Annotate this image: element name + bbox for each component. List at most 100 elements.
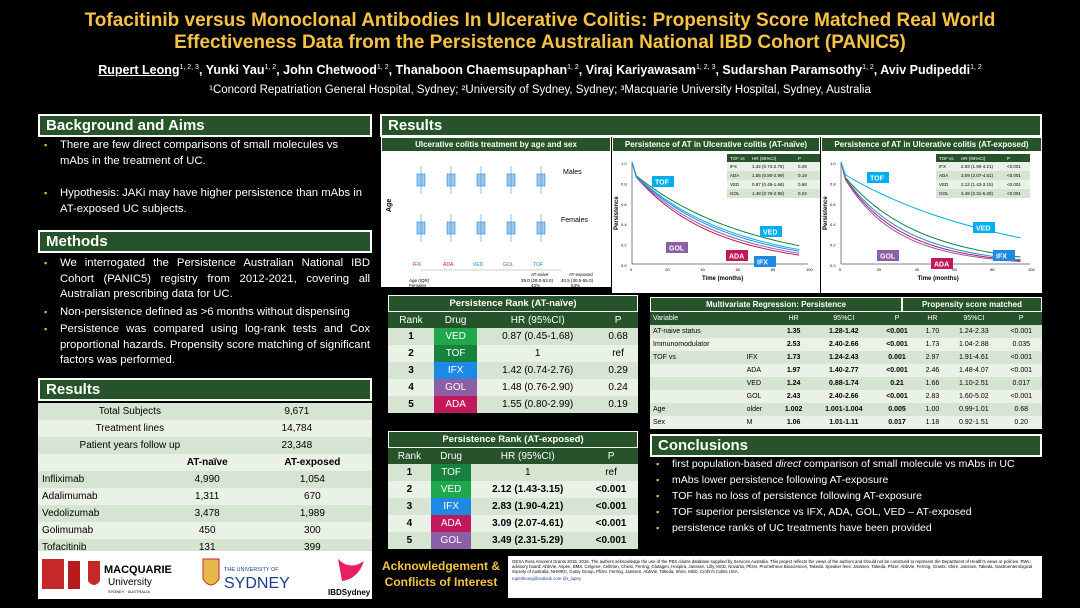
rank-hr: 1.48 (0.76-2.90) bbox=[477, 379, 599, 396]
km-table-cell: 3.49 (2.31-5.29) bbox=[961, 191, 994, 196]
rank-p: 0.24 bbox=[598, 379, 638, 396]
mv-cell: <0.001 bbox=[1000, 351, 1042, 364]
rank-value: 2 bbox=[388, 345, 434, 362]
summary-value: 9,671 bbox=[221, 403, 372, 420]
exposed-count: 670 bbox=[252, 488, 372, 505]
mv-cell: 2.53 bbox=[775, 338, 812, 351]
conclusion-bullet: TOF superior persistence vs IFX, ADA, GO… bbox=[650, 506, 1042, 519]
rank-p: ref bbox=[584, 464, 638, 481]
results-main-heading-box: Results bbox=[380, 114, 1042, 137]
km-y-tick: 0.6 bbox=[830, 202, 836, 207]
affiliations: ¹Concord Repatriation General Hospital, … bbox=[209, 84, 871, 96]
rank-row: 5 GOL 3.49 (2.31-5.29) <0.001 bbox=[388, 532, 638, 549]
rank-row: 2 VED 2.12 (1.43-3.15) <0.001 bbox=[388, 481, 638, 498]
rank-exposed-caption: Persistence Rank (AT-exposed) bbox=[388, 431, 638, 448]
mv-cell bbox=[743, 325, 776, 338]
mv-col-head: P bbox=[1000, 312, 1042, 325]
macquarie-loc: SYDNEY · AUSTRALIA bbox=[108, 589, 150, 594]
rank-row: 1 VED 0.87 (0.45-1.68) 0.68 bbox=[388, 328, 638, 345]
km-drug-label: VED bbox=[976, 226, 990, 233]
mv-row: VED 1.24 0.88-1.74 0.21 1.66 1.10-2.51 0.017 bbox=[650, 377, 1042, 390]
mv-cell: 1.24-2.43 bbox=[811, 351, 877, 364]
ack-text: GESA Ross Amorent Grants 2015, 2016. The… bbox=[512, 559, 1033, 575]
mv-cell: 1.35 bbox=[775, 325, 812, 338]
conclusions-heading-box: Conclusions bbox=[650, 434, 1042, 457]
rank-col-head: Drug bbox=[430, 448, 472, 464]
km-x-tick: 20 bbox=[877, 267, 882, 272]
x-tick: VED bbox=[473, 262, 484, 268]
mv-cell: 1.60-5.02 bbox=[947, 390, 1001, 403]
rank-value: 3 bbox=[388, 498, 431, 515]
mv-row: TOF vs IFX 1.73 1.24-2.43 0.001 2.97 1.91-4.61… bbox=[650, 351, 1042, 364]
km-x-tick: 60 bbox=[952, 267, 957, 272]
rank-row: 3 IFX 1.42 (0.74-2.76) 0.29 bbox=[388, 362, 638, 379]
rank-col-head: HR (95%CI) bbox=[477, 312, 599, 328]
ibd-sydney-text: IBDSydney bbox=[328, 588, 371, 597]
rank-row: 4 GOL 1.48 (0.76-2.90) 0.24 bbox=[388, 379, 638, 396]
rank-hr: 3.09 (2.07-4.61) bbox=[471, 515, 585, 532]
age-axis-label: Age bbox=[386, 199, 393, 212]
rank-p: <0.001 bbox=[584, 532, 638, 549]
methods-bullet: Non-persistence defined as >6 months wit… bbox=[38, 305, 370, 321]
rank-drug: ADA bbox=[430, 515, 472, 532]
km-drug-label: ADA bbox=[729, 254, 744, 261]
rank-p: <0.001 bbox=[584, 481, 638, 498]
mv-row: ADA 1.97 1.40-2.77 <0.001 2.46 1.48-4.07 <0.00… bbox=[650, 364, 1042, 377]
conclusion-bullet: persistence ranks of UC treatments have … bbox=[650, 522, 1042, 535]
km-exposed-svg: 1.0 0.8 0.6 0.4 0.2 0.00 20 40 60 80 100 Time (mont… bbox=[823, 154, 1035, 282]
rank-p: <0.001 bbox=[584, 498, 638, 515]
rank-hr: 1.42 (0.74-2.76) bbox=[477, 362, 599, 379]
mv-cell: AT-naive status bbox=[650, 325, 744, 338]
mv-cell: older bbox=[743, 403, 776, 416]
rank-row: 1 TOF 1 ref bbox=[388, 464, 638, 481]
km-table-head: TOF vs bbox=[730, 156, 745, 161]
mv-cell: 2.40-2.66 bbox=[811, 338, 877, 351]
results-summary-table: Total Subjects 9,671 Treatment lines 14,78… bbox=[38, 403, 372, 556]
mv-col-head: Variable bbox=[650, 312, 744, 325]
conclusions-bullets: first population-based direct comparison… bbox=[650, 458, 1042, 538]
drug-row: Golimumab 450 300 bbox=[38, 522, 372, 539]
mv-cell: 0.88-1.74 bbox=[811, 377, 877, 390]
km-label-bg bbox=[993, 250, 1015, 261]
mv-row: Immunomodulator 2.53 2.40-2.66 <0.001 1.73 1.… bbox=[650, 338, 1042, 351]
km-table-cell: 1.48 (0.76-2.90) bbox=[752, 191, 785, 196]
km-table-cell: 0.24 bbox=[798, 191, 807, 196]
km-y-tick: 0.0 bbox=[621, 263, 627, 268]
km-curve bbox=[631, 161, 800, 256]
mv-cell: 0.99-1.01 bbox=[947, 403, 1001, 416]
km-table-cell: IFX bbox=[939, 164, 946, 169]
x-tick: ADA bbox=[443, 262, 454, 268]
mv-cell bbox=[650, 377, 744, 390]
naive-count: 3,478 bbox=[161, 505, 253, 522]
km-x-tick: 40 bbox=[700, 267, 705, 272]
km-x-tick: 80 bbox=[990, 267, 995, 272]
rank-drug: GOL bbox=[430, 532, 472, 549]
km-axis bbox=[840, 162, 1030, 265]
km-y-tick: 1.0 bbox=[621, 161, 627, 166]
poster-title: Tofacitinib versus Monoclonal Antibodies… bbox=[0, 10, 1080, 54]
km-y-tick: 0.4 bbox=[830, 222, 836, 227]
km-label-bg bbox=[973, 222, 995, 233]
background-bullet: Hypothesis: JAKi may have higher persist… bbox=[38, 186, 370, 217]
km-label-bg bbox=[931, 258, 953, 269]
drug-name: Golimumab bbox=[38, 522, 162, 539]
mv-cell: 0.20 bbox=[1000, 416, 1042, 429]
km-drug-label: TOF bbox=[870, 176, 885, 183]
mv-cell: 2.43 bbox=[775, 390, 812, 403]
rank-drug: VED bbox=[430, 481, 472, 498]
rank-value: 4 bbox=[388, 379, 434, 396]
rank-exposed-table: Persistence Rank (AT-exposed) Rank Drug HR… bbox=[388, 431, 638, 549]
mv-cell: 0.017 bbox=[876, 416, 918, 429]
stats-val: 43% bbox=[531, 283, 540, 288]
x-tick: IFX bbox=[413, 262, 421, 268]
km-table-cell: 1.42 (0.74-2.76) bbox=[752, 164, 785, 169]
rank-row: 3 IFX 2.83 (1.90-4.21) <0.001 bbox=[388, 498, 638, 515]
stats-label: Females bbox=[409, 283, 427, 288]
author-name: Yunki Yau bbox=[205, 63, 265, 77]
x-tick: TOF bbox=[533, 262, 543, 268]
km-x-tick: 100 bbox=[1028, 267, 1035, 272]
km-table-cell: VED bbox=[939, 182, 949, 187]
methods-bullets: We interrogated the Persistence Australi… bbox=[38, 256, 370, 371]
rank-drug: TOF bbox=[430, 464, 472, 481]
mv-cell: 0.21 bbox=[876, 377, 918, 390]
